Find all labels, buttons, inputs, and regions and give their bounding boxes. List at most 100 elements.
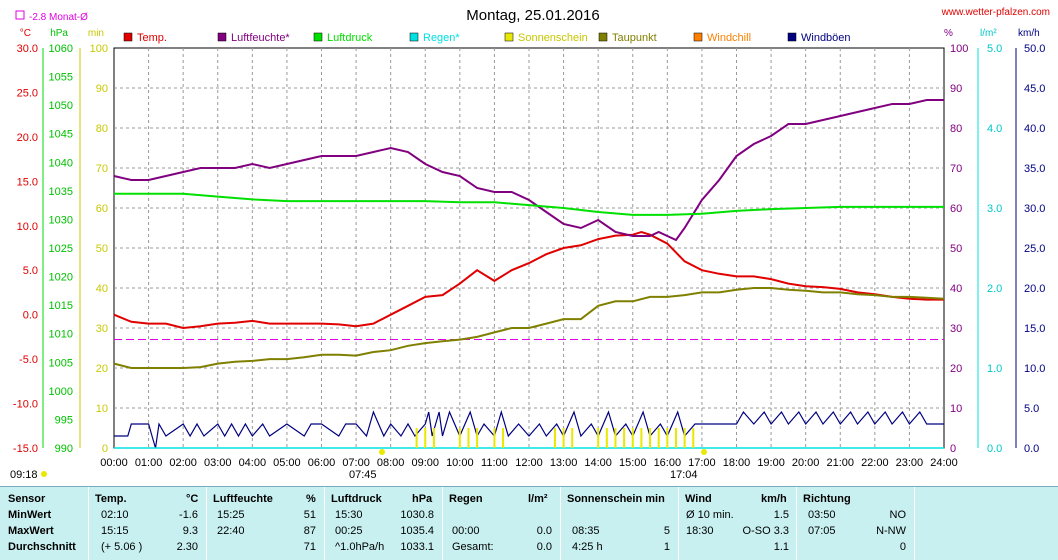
pressure-axis-tick: 1025 xyxy=(49,243,73,255)
sunshine-axis-tick: 100 xyxy=(90,43,108,55)
x-tick-label: 06:00 xyxy=(308,457,336,469)
x-tick-label: 20:00 xyxy=(792,457,820,469)
stats-cell-rain-time: 00:00 xyxy=(452,525,480,537)
x-tick-label: 18:00 xyxy=(723,457,751,469)
sunshine-axis-tick: 60 xyxy=(96,203,108,215)
sunshine-bar xyxy=(692,428,695,448)
x-tick-label: 22:00 xyxy=(861,457,889,469)
wind-axis-tick: 40.0 xyxy=(1024,123,1045,135)
sunshine-bar xyxy=(467,428,470,448)
pressure-axis-tick: 1010 xyxy=(49,329,73,341)
stats-cell-label: MinWert xyxy=(8,509,52,521)
pressure-axis-tick: 1005 xyxy=(49,357,73,369)
humidity-axis-tick: 60 xyxy=(950,203,962,215)
legend-swatch xyxy=(693,32,703,42)
pressure-axis-tick: 995 xyxy=(55,414,73,426)
humidity-axis-tick: 80 xyxy=(950,123,962,135)
humidity-axis-tick: 0 xyxy=(950,443,956,455)
wind-axis-tick: 50.0 xyxy=(1024,43,1045,55)
hdr-wind: Wind xyxy=(685,493,712,505)
stats-cell-dir-time: 07:05 xyxy=(808,525,836,537)
sunshine-axis-tick: 80 xyxy=(96,123,108,135)
hdr-wind-unit: km/h xyxy=(761,493,787,505)
temp-axis-tick: 25.0 xyxy=(17,87,38,99)
pressure-axis-tick: 1015 xyxy=(49,300,73,312)
stats-cell-rain-time: Gesamt: xyxy=(452,541,494,553)
series-line-taupunkt xyxy=(113,287,945,369)
sunshine-bar xyxy=(424,428,427,448)
temp-axis-tick: 10.0 xyxy=(17,221,38,233)
stats-cell-rain-val: 0.0 xyxy=(536,541,552,553)
series-line-luftfeuchte xyxy=(113,99,944,242)
humidity-axis-tick: 90 xyxy=(950,83,962,95)
legend-label: Taupunkt xyxy=(612,32,657,44)
humidity-axis-tick: 100 xyxy=(950,43,968,55)
humidity-axis-tick: 20 xyxy=(950,363,962,375)
stats-cell-label: Durchschnitt xyxy=(8,541,76,553)
sunshine-axis-tick: 20 xyxy=(96,363,108,375)
stats-cell-temp-val: -1.6 xyxy=(179,509,198,521)
stats-cell-temp-val: 9.3 xyxy=(182,525,198,537)
temp-axis-tick: -5.0 xyxy=(19,354,38,366)
x-tick-label: 13:00 xyxy=(550,457,578,469)
pressure-axis-tick: 990 xyxy=(55,443,73,455)
pressure-axis-tick: 1030 xyxy=(49,214,73,226)
x-tick-label: 24:00 xyxy=(930,457,958,469)
rain-axis-tick: 2.0 xyxy=(987,283,1002,295)
sunshine-bar xyxy=(562,428,565,448)
rain-axis-tick: 0.0 xyxy=(987,443,1002,455)
sunset-icon xyxy=(701,449,707,455)
stats-cell-dir-val: N-NW xyxy=(876,525,906,537)
legend-label: Windböen xyxy=(801,32,851,44)
hdr-rain-unit: l/m² xyxy=(528,493,548,505)
stats-cell-dir-time: 03:50 xyxy=(808,509,836,521)
wind-axis-tick: 25.0 xyxy=(1024,243,1045,255)
x-tick-label: 04:00 xyxy=(239,457,267,469)
legend-swatch xyxy=(123,32,133,42)
month-avg-label: -2.8 Monat-Ø xyxy=(29,12,88,23)
sunrise-icon xyxy=(379,449,385,455)
humidity-axis-tick: 70 xyxy=(950,163,962,175)
x-tick-label: 15:00 xyxy=(619,457,647,469)
pressure-axis-unit: hPa xyxy=(50,28,68,39)
rain-axis-tick: 3.0 xyxy=(987,203,1002,215)
sunshine-axis-tick: 40 xyxy=(96,283,108,295)
stats-cell-temp-time: 15:15 xyxy=(101,525,129,537)
x-tick-label: 01:00 xyxy=(135,457,163,469)
sunshine-bar xyxy=(476,428,479,448)
wind-axis-tick: 10.0 xyxy=(1024,363,1045,375)
sunshine-axis-tick: 70 xyxy=(96,163,108,175)
stats-cell-hum-time: 15:25 xyxy=(217,509,245,521)
series-line-luftdruck xyxy=(114,192,944,216)
humidity-axis-tick: 10 xyxy=(950,403,962,415)
x-tick-label: 14:00 xyxy=(584,457,612,469)
stats-cell-hum-time: 22:40 xyxy=(217,525,245,537)
x-tick-label: 07:00 xyxy=(342,457,370,469)
legend-label: Temp. xyxy=(137,32,167,44)
sunshine-bar xyxy=(458,428,461,448)
rain-axis-tick: 5.0 xyxy=(987,43,1002,55)
sunshine-axis-unit: min xyxy=(88,28,104,39)
legend-label: Regen* xyxy=(423,32,460,44)
x-tick-label: 21:00 xyxy=(826,457,854,469)
x-tick-label: 09:00 xyxy=(411,457,439,469)
stats-row: MinWert 02:10 -1.6 15:25 51 15:30 1030.8 Ø 10 m… xyxy=(0,509,1058,523)
legend-swatch xyxy=(598,32,608,42)
hdr-sensor: Sensor xyxy=(8,493,46,505)
stats-cell-wind-val: 1.1 xyxy=(773,541,789,553)
wind-axis-tick: 15.0 xyxy=(1024,323,1045,335)
pressure-axis-tick: 1055 xyxy=(49,72,73,84)
humidity-axis-unit: % xyxy=(944,28,953,39)
stats-cell-rain-val: 0.0 xyxy=(536,525,552,537)
stats-cell-temp-time: 02:10 xyxy=(101,509,129,521)
stats-cell-wind-val: 1.5 xyxy=(773,509,789,521)
legend-label: Luftdruck xyxy=(327,32,373,44)
wind-axis-tick: 35.0 xyxy=(1024,163,1045,175)
sunshine-axis-tick: 0 xyxy=(102,443,108,455)
hdr-press: Luftdruck xyxy=(331,493,382,505)
legend-swatch xyxy=(409,32,419,42)
pressure-axis-tick: 1020 xyxy=(49,272,73,284)
temp-axis-tick: 20.0 xyxy=(17,132,38,144)
stats-cell-wind-time: 18:30 xyxy=(686,525,714,537)
sunshine-bar xyxy=(605,428,608,448)
